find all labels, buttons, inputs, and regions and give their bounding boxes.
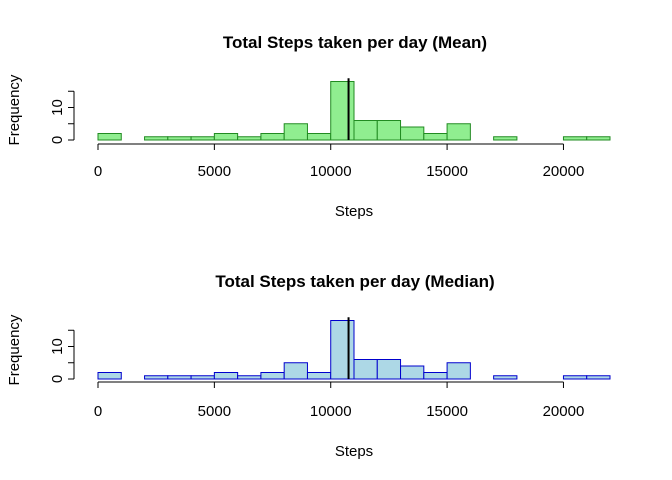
- histogram-bar: [423, 372, 448, 380]
- histogram-bar: [400, 126, 425, 141]
- chart-median: Total Steps taken per day (Median) Frequ…: [6, 272, 611, 460]
- histogram-bar: [446, 362, 471, 380]
- histogram-bar: [353, 359, 378, 380]
- x-tick-label: 10000: [310, 403, 352, 420]
- bars-group: [97, 320, 611, 380]
- histogram-bar: [586, 375, 611, 380]
- y-axis-label: Frequency: [6, 74, 23, 145]
- histogram-bar: [144, 136, 169, 141]
- histogram-bar: [97, 133, 122, 141]
- histogram-bar: [562, 136, 588, 141]
- chart-title: Total Steps taken per day (Mean): [223, 33, 487, 52]
- x-axis-label: Steps: [335, 203, 373, 220]
- y-axis: 0 10: [49, 90, 75, 144]
- y-tick-label: 0: [49, 136, 66, 144]
- x-axis-label: Steps: [335, 443, 373, 460]
- x-tick-label: 0: [94, 403, 102, 420]
- x-tick-label: 20000: [543, 163, 585, 180]
- y-tick-label: 0: [49, 375, 66, 383]
- histogram-bar: [283, 123, 308, 141]
- histogram-bar: [237, 136, 262, 141]
- histogram-bar: [376, 359, 402, 380]
- histogram-bar: [446, 123, 471, 141]
- histogram-bar: [237, 375, 262, 380]
- histogram-bar: [260, 372, 285, 380]
- histogram-bar: [144, 375, 169, 380]
- histogram-bar: [353, 120, 378, 141]
- histogram-bar: [213, 372, 239, 380]
- y-tick-label: 10: [49, 99, 66, 116]
- x-axis: 0 5000 10000 15000 20000: [94, 143, 585, 180]
- histogram-bar: [423, 133, 448, 141]
- y-axis: 0 10: [49, 329, 75, 383]
- x-tick-label: 15000: [426, 163, 468, 180]
- histogram-bar: [330, 81, 355, 141]
- histogram-bar: [493, 136, 518, 141]
- histogram-bar: [190, 375, 215, 380]
- y-tick-label: 10: [49, 338, 66, 355]
- histogram-bar: [306, 372, 332, 380]
- histogram-bar: [400, 365, 425, 380]
- histogram-bar: [167, 375, 192, 380]
- x-tick-label: 0: [94, 163, 102, 180]
- histogram-bar: [330, 320, 355, 380]
- histogram-bar: [213, 133, 239, 141]
- histogram-bar: [493, 375, 518, 380]
- x-tick-label: 15000: [426, 403, 468, 420]
- y-axis-label: Frequency: [6, 314, 23, 385]
- x-tick-label: 5000: [198, 163, 231, 180]
- histogram-bar: [562, 375, 588, 380]
- histogram-bar: [97, 372, 122, 380]
- histogram-bar: [260, 133, 285, 141]
- x-tick-label: 10000: [310, 163, 352, 180]
- histogram-bar: [190, 136, 215, 141]
- histogram-bar: [283, 362, 308, 380]
- chart-title: Total Steps taken per day (Median): [215, 272, 494, 291]
- histogram-bar: [167, 136, 192, 141]
- x-tick-label: 20000: [543, 403, 585, 420]
- histogram-bar: [306, 133, 332, 141]
- histogram-bar: [586, 136, 611, 141]
- x-axis: 0 5000 10000 15000 20000: [94, 381, 585, 420]
- bars-group: [97, 81, 611, 141]
- x-tick-label: 5000: [198, 403, 231, 420]
- chart-mean: Total Steps taken per day (Mean) Frequen…: [6, 33, 611, 220]
- histogram-bar: [376, 120, 402, 141]
